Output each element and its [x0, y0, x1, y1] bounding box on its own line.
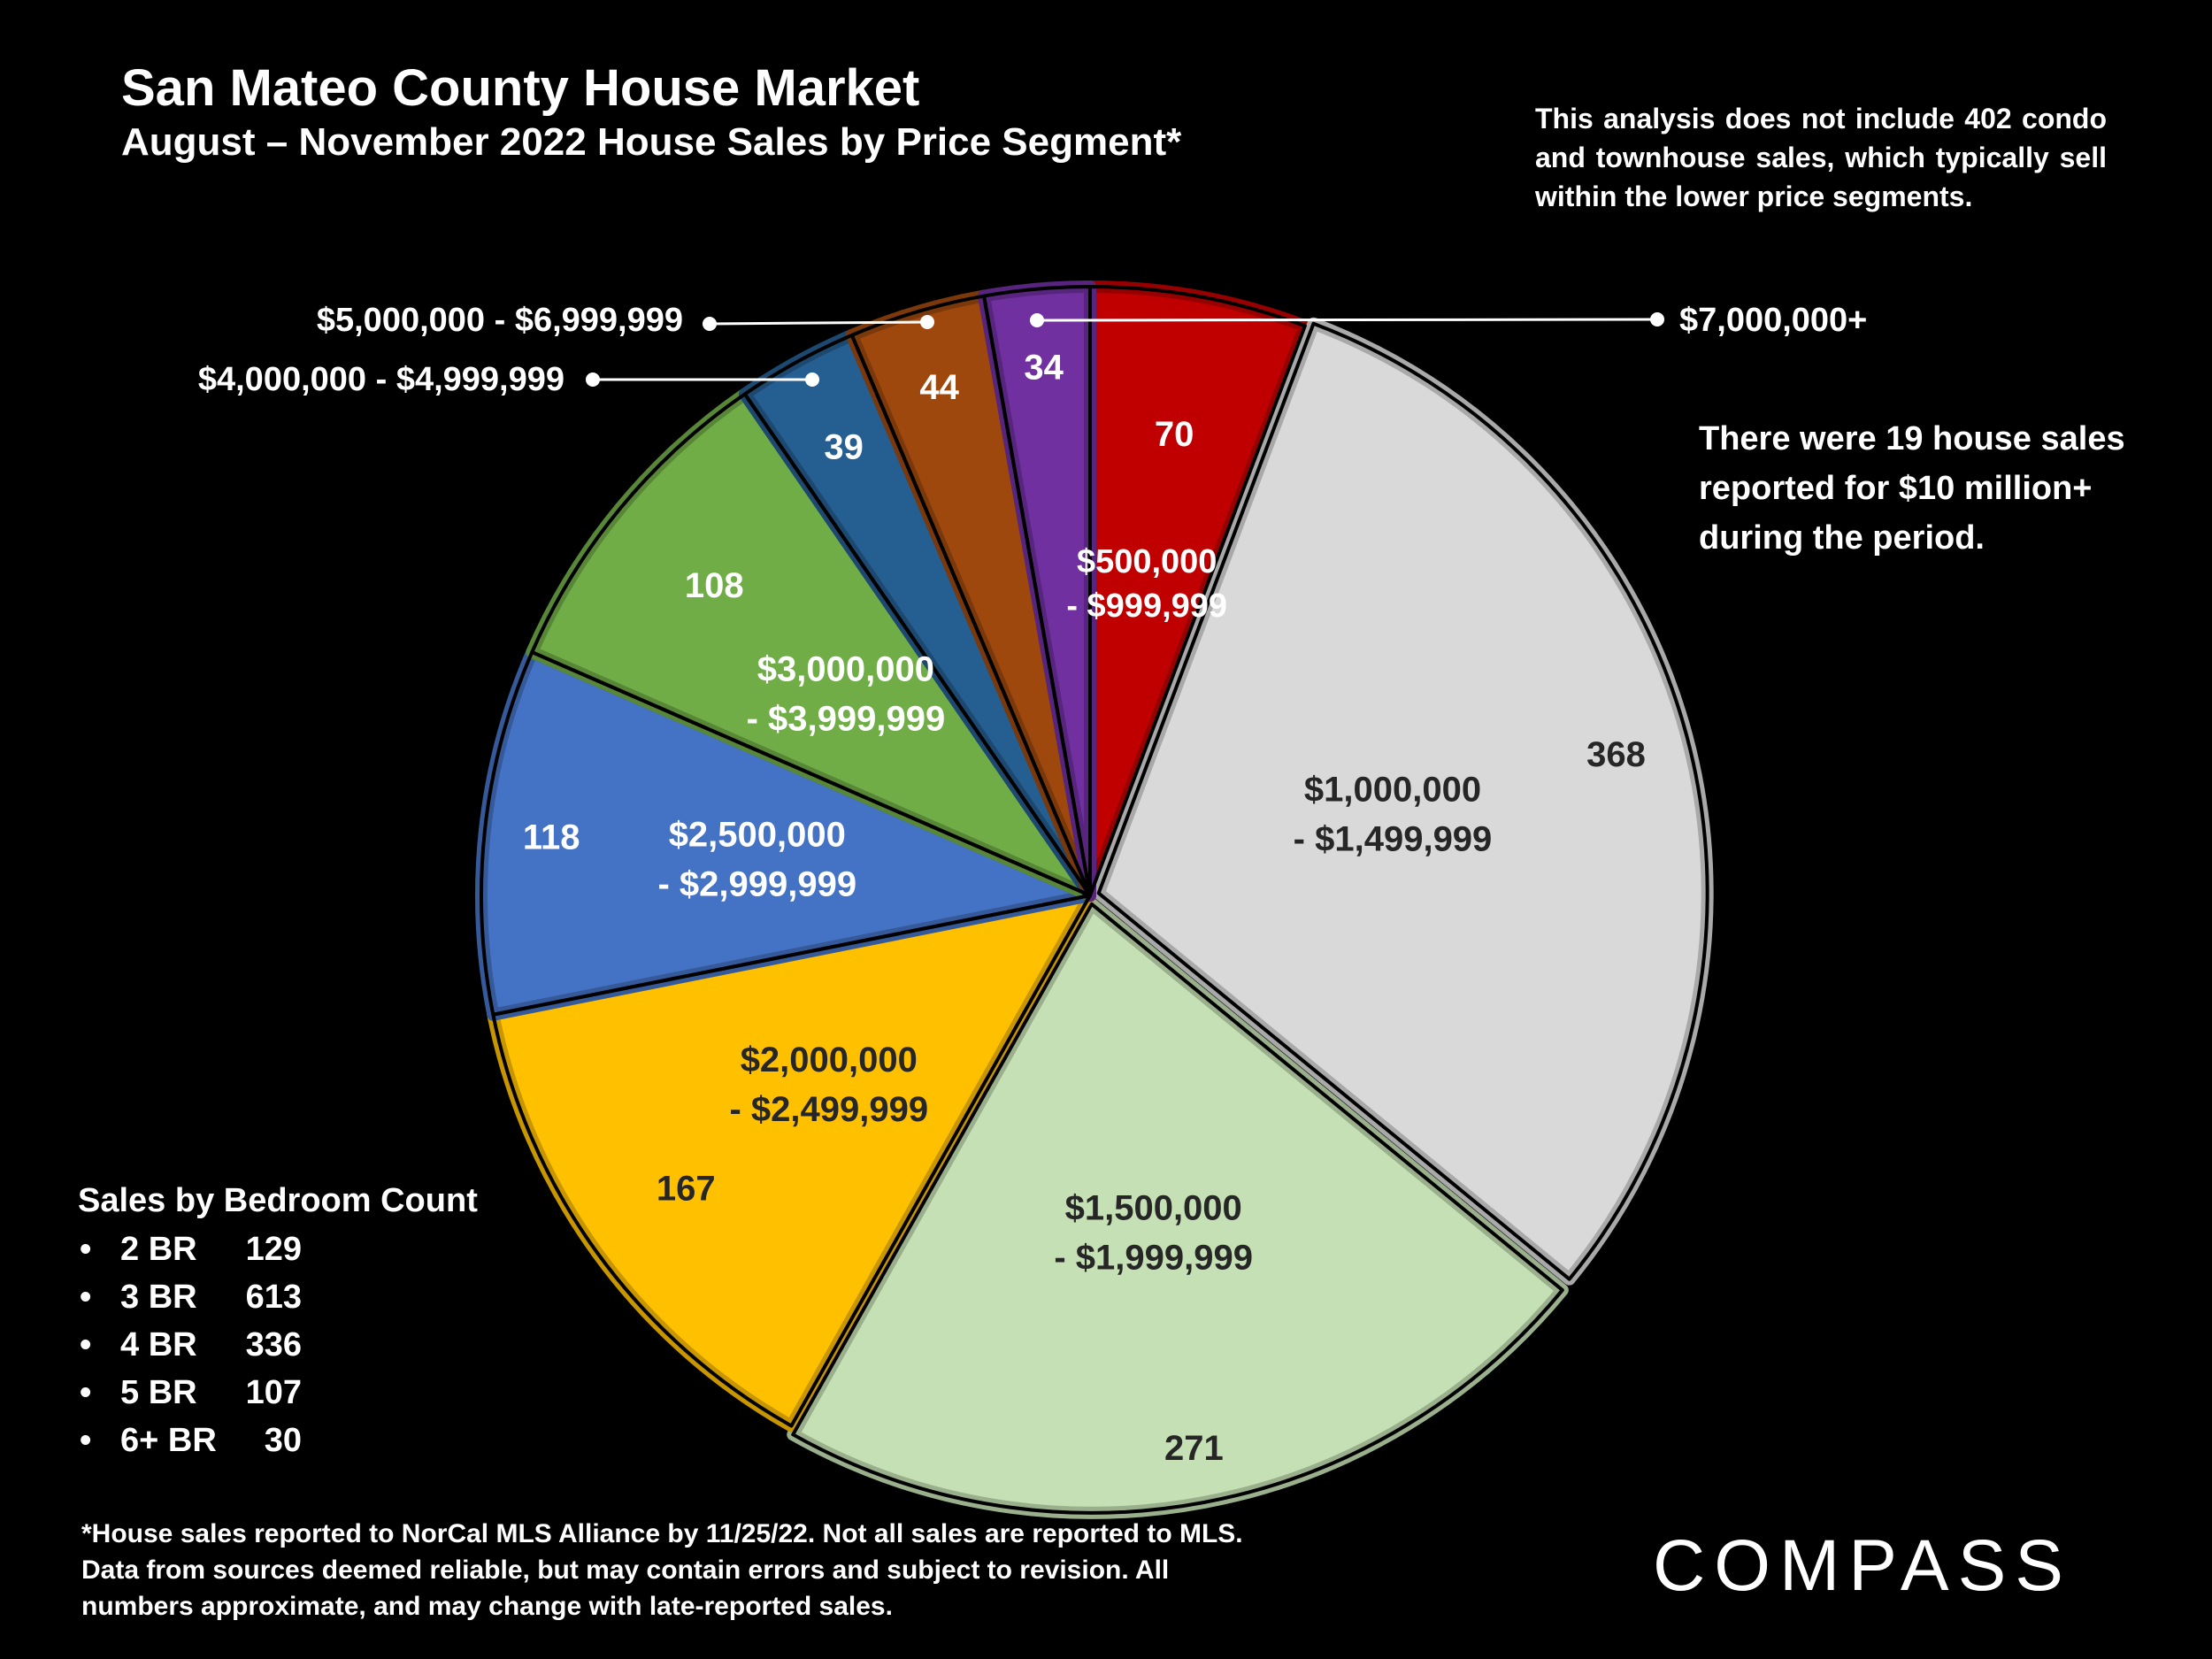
slice-value-1-500-000-1-999-999: 271: [1164, 1429, 1224, 1468]
chart-subtitle: August – November 2022 House Sales by Pr…: [121, 120, 1182, 164]
bedroom-count-title: Sales by Bedroom Count: [78, 1182, 478, 1219]
callout-dot: [1650, 312, 1664, 326]
slice-value-2-500-000-2-999-999: 118: [523, 818, 580, 857]
bedroom-value: 336: [245, 1326, 302, 1363]
callout-dot: [920, 315, 934, 329]
slice-label-1-000-000-1-499-999: $1,000,000- $1,499,999: [1294, 771, 1493, 859]
bullet-icon: •: [80, 1326, 92, 1363]
bullet-icon: •: [80, 1374, 92, 1411]
bedroom-label: 6+ BR: [120, 1422, 217, 1459]
ten-million-note: There were 19 house sales reported for $…: [1699, 420, 2125, 557]
bedroom-row: • 3 BR 613: [78, 1273, 478, 1321]
callout-dot: [703, 317, 717, 331]
bedroom-row: • 5 BR 107: [78, 1369, 478, 1417]
bedroom-count-panel: Sales by Bedroom Count • 2 BR 129 • 3 BR 613…: [78, 1182, 478, 1464]
slice-separator: [1096, 321, 1709, 1281]
slice-value-5-000-000-6-999-999: 44: [919, 368, 959, 407]
slice-separator: [530, 392, 1092, 897]
bedroom-value: 107: [245, 1374, 302, 1411]
bedroom-value: 129: [245, 1231, 302, 1268]
slice-label-7-000-000: $7,000,000+: [1679, 302, 1867, 339]
slice-separator: [791, 902, 1564, 1515]
slice-value-1-000-000-1-499-999: 368: [1586, 735, 1646, 774]
bedroom-value: 30: [264, 1422, 302, 1459]
slice-label-3-000-000-3-999-999: $3,000,000- $3,999,999: [747, 649, 946, 738]
slice-value-7-000-000: 34: [1024, 349, 1064, 388]
slice-separator: [491, 894, 1092, 1428]
bedroom-row: • 4 BR 336: [78, 1321, 478, 1369]
slice-separator: [982, 285, 1092, 897]
slice-value-2-000-000-2-499-999: 167: [657, 1169, 716, 1208]
bullet-icon: •: [80, 1231, 92, 1268]
compass-logo: COMPASS: [1653, 1525, 2072, 1606]
slice-label-2-500-000-2-999-999: $2,500,000- $2,999,999: [657, 816, 856, 904]
bedroom-label: 4 BR: [120, 1326, 197, 1363]
slice-value-3-000-000-3-999-999: 108: [685, 566, 744, 605]
slice-separator: [480, 650, 1092, 1017]
callout-dot: [1030, 313, 1044, 327]
bedroom-label: 3 BR: [120, 1279, 197, 1316]
bedroom-row: • 6+ BR 30: [78, 1417, 478, 1464]
bedroom-value: 613: [245, 1279, 302, 1316]
slice-label-5-000-000-6-999-999: $5,000,000 - $6,999,999: [317, 302, 683, 339]
slice-separator: [1088, 285, 1307, 897]
slice-value-500-000-999-999: 70: [1155, 415, 1194, 454]
condo-exclusion-note: This analysis does not include 402 condo…: [1535, 103, 2107, 212]
callout-dot: [586, 373, 600, 387]
bullet-icon: •: [80, 1279, 92, 1316]
bedroom-row: • 2 BR 129: [78, 1225, 478, 1273]
slice-label-500-000-999-999: $500,000- $999,999: [1066, 543, 1227, 625]
chart-title: San Mateo County House Market: [121, 59, 920, 117]
bedroom-label: 5 BR: [120, 1374, 197, 1411]
footnote: *House sales reported to NorCal MLS Alli…: [81, 1519, 1243, 1621]
slice-label-2-000-000-2-499-999: $2,000,000- $2,499,999: [729, 1041, 928, 1129]
slice-label-4-000-000-4-999-999: $4,000,000 - $4,999,999: [198, 361, 565, 398]
bedroom-label: 2 BR: [120, 1231, 197, 1268]
callout-line: [709, 320, 928, 326]
bullet-icon: •: [80, 1422, 92, 1459]
slice-value-4-000-000-4-999-999: 39: [824, 428, 864, 467]
callout-line: [1036, 318, 1658, 322]
slice-label-1-500-000-1-999-999: $1,500,000- $1,999,999: [1054, 1189, 1253, 1278]
callout-dot: [805, 373, 819, 387]
